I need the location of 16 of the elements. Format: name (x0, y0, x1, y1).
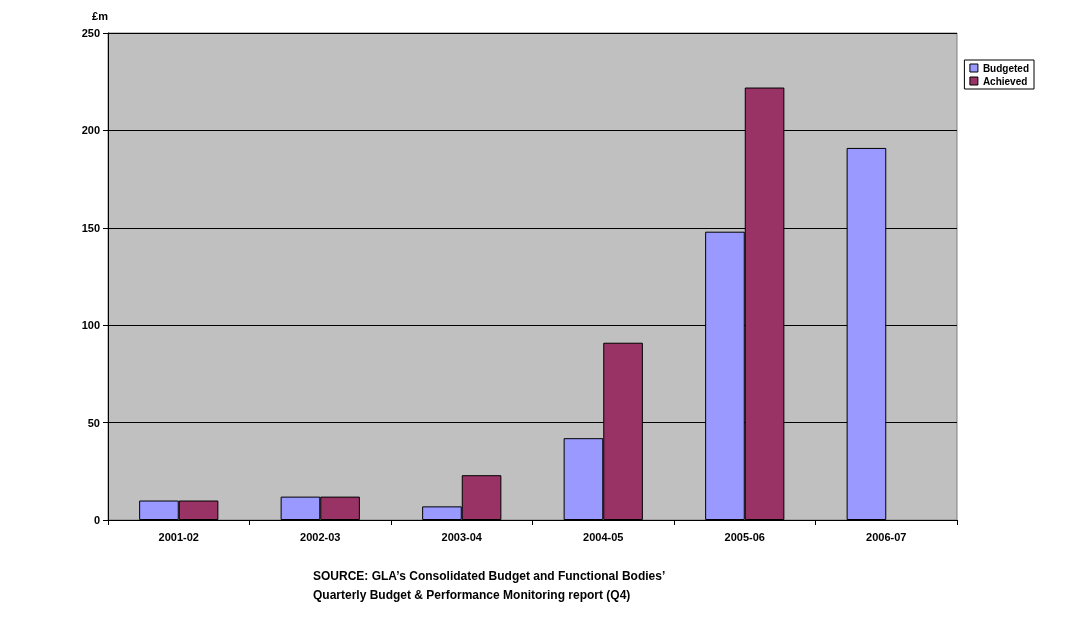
y-tick-label: 100 (81, 319, 100, 332)
x-tick-label: 2001-02 (158, 530, 199, 543)
legend-label: Achieved (982, 75, 1028, 87)
x-tick-label: 2005-06 (724, 530, 765, 543)
y-tick-label: 250 (81, 27, 100, 39)
source-note: SOURCE: GLA’s Consolidated Budget and Functional Bodies’ Quarterly Budget & Performance Monitoring report (Q4) (313, 568, 668, 602)
legend-label: Budgeted (982, 62, 1029, 74)
y-tick-label: 200 (81, 124, 100, 137)
x-tick-label: 2002-03 (300, 530, 341, 543)
y-tick-label: 150 (81, 221, 100, 234)
y-axis-title: £m (92, 9, 109, 22)
x-tick-label: 2003-04 (441, 530, 483, 543)
y-tick-label: 0 (93, 514, 100, 526)
y-tick-label: 50 (87, 416, 100, 429)
x-tick-label: 2004-05 (583, 530, 624, 543)
x-tick-label: 2006-07 (866, 530, 907, 543)
